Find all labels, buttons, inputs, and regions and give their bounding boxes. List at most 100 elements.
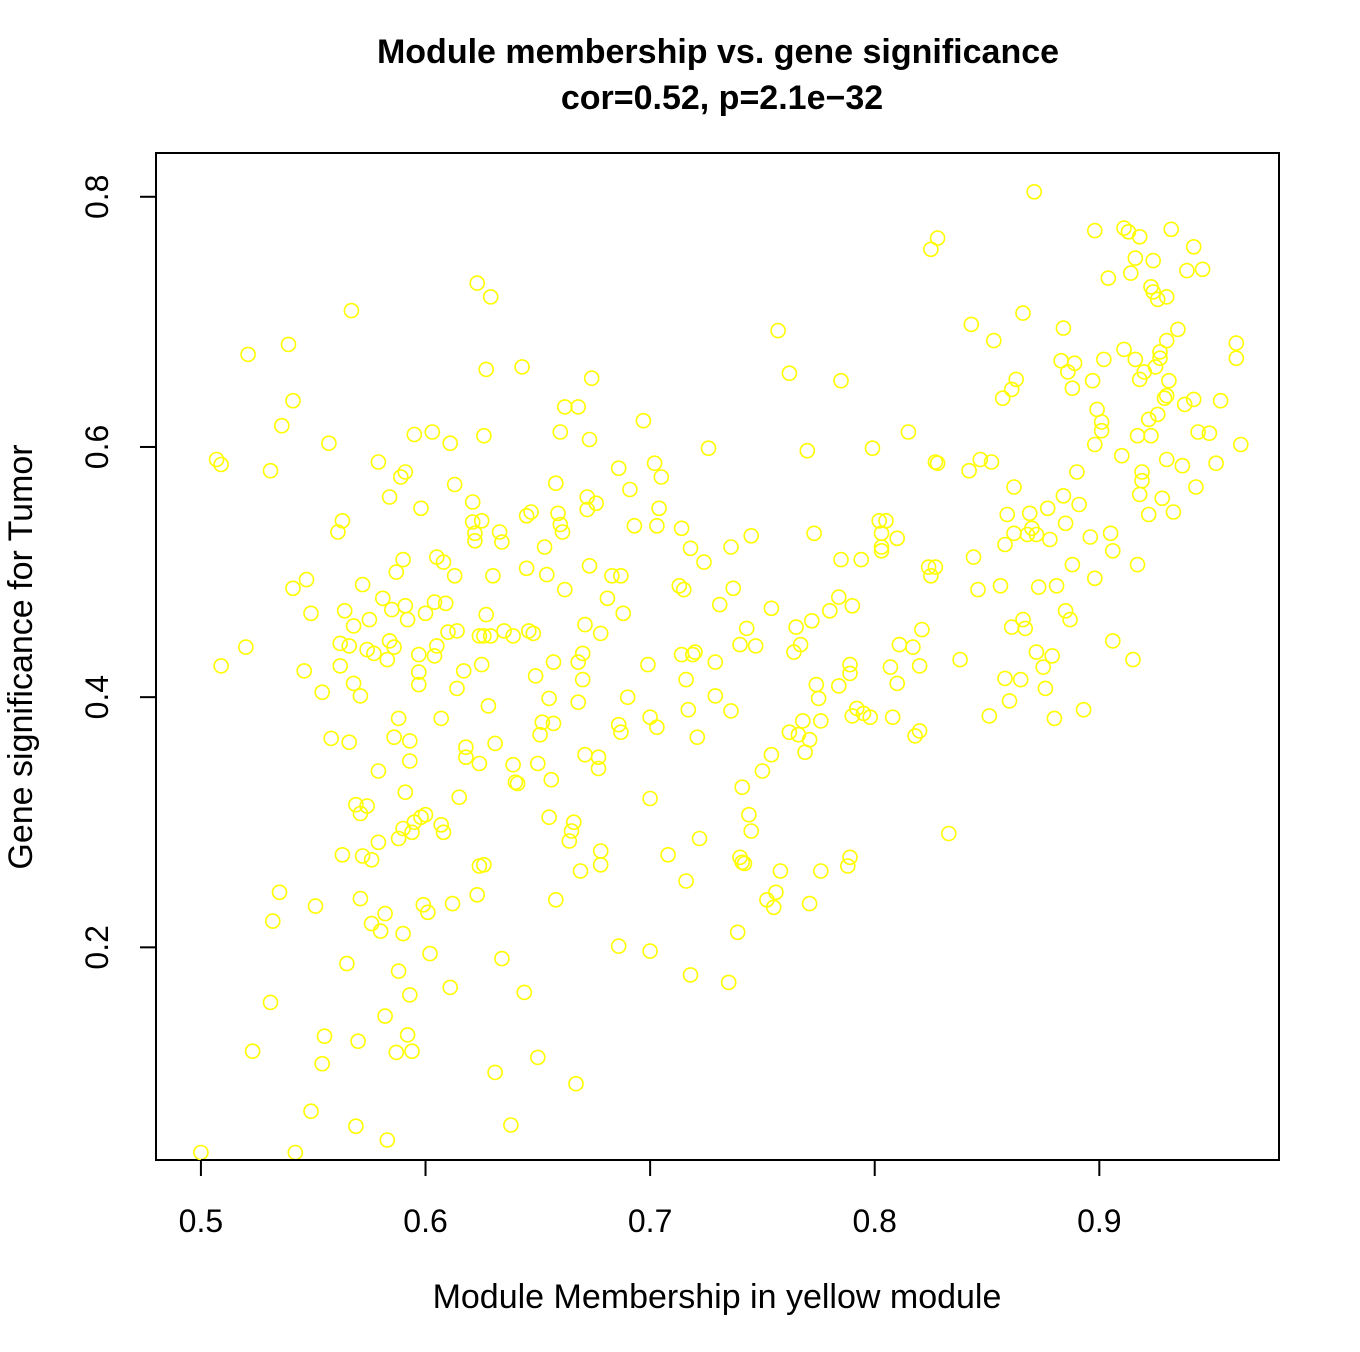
data-point (1163, 221, 1179, 238)
data-point (1084, 372, 1101, 389)
data-point (1185, 391, 1202, 408)
data-point (1096, 351, 1112, 368)
data-point (734, 779, 751, 796)
data-point (768, 884, 784, 901)
data-point (303, 605, 319, 622)
data-point (1158, 387, 1175, 404)
data-point (262, 462, 279, 479)
data-point (285, 580, 301, 597)
data-point (1179, 262, 1195, 279)
data-point (422, 945, 438, 962)
data-point (541, 809, 557, 826)
data-point (543, 771, 560, 788)
data-point (271, 884, 288, 901)
data-point (604, 567, 620, 584)
data-point (873, 539, 890, 555)
data-point (433, 816, 450, 833)
data-point (1154, 490, 1170, 507)
data-point (343, 302, 360, 319)
data-point (332, 635, 349, 652)
data-point (383, 601, 400, 618)
data-point (673, 520, 690, 537)
data-point (1131, 371, 1148, 388)
data-point (581, 431, 598, 448)
data-point (1131, 229, 1148, 245)
data-point (1125, 651, 1141, 668)
data-point (536, 539, 553, 555)
data-point (711, 596, 728, 613)
data-point (354, 576, 371, 593)
data-point (992, 577, 1009, 594)
data-point (583, 370, 600, 387)
data-point (476, 628, 492, 644)
data-point (808, 676, 825, 693)
data-point (590, 749, 607, 766)
x-tick-label: 0.6 (403, 1203, 447, 1239)
data-point (720, 974, 737, 991)
data-point (487, 1064, 503, 1081)
data-point (640, 656, 656, 673)
data-point (619, 689, 636, 706)
data-point (687, 644, 703, 660)
data-point (1075, 701, 1092, 718)
data-point (556, 399, 573, 415)
data-point (842, 656, 858, 673)
data-point (970, 581, 986, 598)
data-point (577, 746, 593, 763)
data-point (424, 424, 441, 440)
data-point (1035, 659, 1051, 675)
data-point (417, 806, 434, 823)
data-point (660, 846, 676, 863)
data-point (449, 680, 465, 697)
data-point (642, 790, 658, 807)
data-point (514, 359, 530, 375)
data-point (1001, 693, 1018, 709)
data-point (1100, 270, 1117, 286)
data-point (842, 665, 858, 682)
data-point (1046, 710, 1063, 727)
x-tick-label: 0.7 (628, 1203, 672, 1239)
data-point (1087, 436, 1103, 453)
x-axis-label: Module Membership in yellow module (433, 1278, 1002, 1316)
data-point (1116, 341, 1132, 358)
data-point (1127, 250, 1144, 266)
data-point (336, 602, 353, 619)
data-point (1156, 390, 1173, 407)
data-point (1201, 425, 1218, 442)
data-point (1194, 261, 1211, 278)
data-point (523, 504, 539, 520)
data-point (923, 241, 939, 258)
data-point (1140, 506, 1157, 523)
data-point (642, 943, 658, 959)
data-point (208, 451, 225, 468)
data-point (444, 895, 461, 912)
data-point (449, 623, 465, 639)
data-point (426, 648, 443, 664)
data-point (485, 567, 501, 584)
data-point (590, 760, 607, 777)
data-point (911, 658, 928, 674)
data-point (552, 424, 569, 440)
data-point (458, 739, 474, 756)
data-point (1123, 265, 1139, 281)
data-point (372, 923, 389, 939)
x-tick-label: 0.9 (1077, 1203, 1121, 1239)
data-point (334, 846, 351, 863)
data-point (696, 554, 712, 570)
data-point (792, 636, 809, 653)
data-point (649, 719, 665, 736)
chart-subtitle: cor=0.52, p=2.1e−32 (561, 79, 883, 117)
data-point (314, 684, 331, 701)
data-point (303, 1103, 319, 1119)
data-point (754, 763, 771, 779)
data-point (1170, 321, 1186, 338)
data-point (482, 628, 499, 644)
y-axis: 0.2 0.4 0.6 0.8 (79, 175, 157, 970)
data-point (361, 611, 378, 628)
data-point (1176, 396, 1193, 413)
data-point (413, 500, 429, 517)
data-point (1145, 284, 1161, 300)
data-point (1129, 427, 1146, 444)
data-point (529, 755, 546, 772)
